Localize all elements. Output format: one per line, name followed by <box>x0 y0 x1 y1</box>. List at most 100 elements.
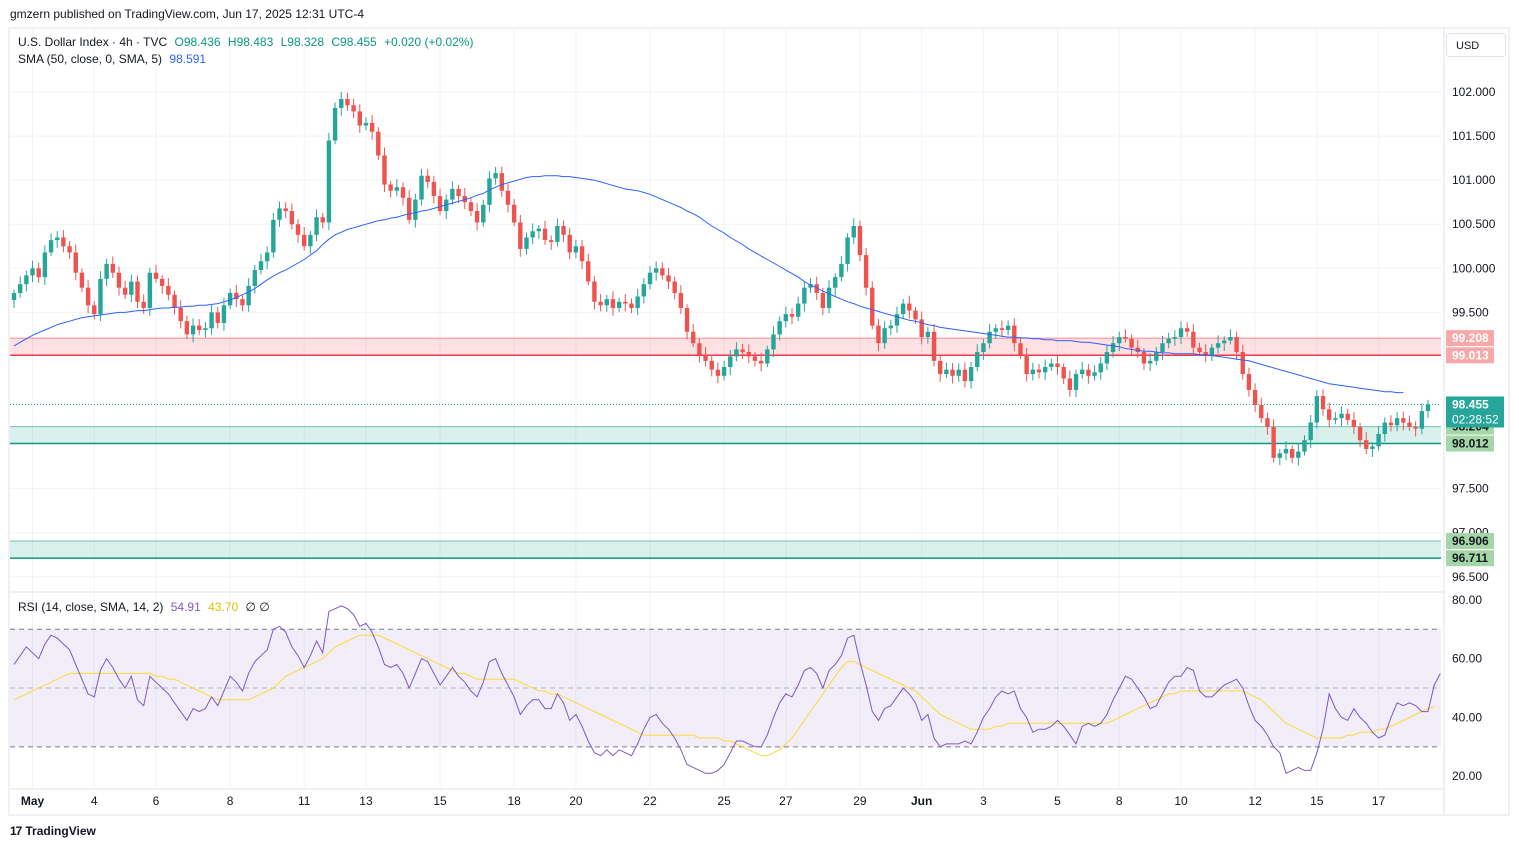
candle-body <box>425 175 430 182</box>
time-tick-label: 27 <box>779 794 793 808</box>
price-tick-label: 100.000 <box>1452 261 1496 275</box>
candle-body <box>814 284 819 293</box>
candle-body <box>85 287 91 306</box>
candle-body <box>369 122 375 132</box>
candle-body <box>721 367 727 376</box>
candle-body <box>1110 343 1116 353</box>
candle-body <box>159 278 165 286</box>
open-value: O98.436 <box>174 35 221 49</box>
candle-body <box>703 354 708 361</box>
candle-body <box>203 328 208 330</box>
zone-support <box>10 426 1441 444</box>
candle-body <box>771 334 776 350</box>
candle-body <box>684 307 690 332</box>
candle-body <box>116 272 122 288</box>
candle-body <box>1172 337 1178 339</box>
candle-body <box>1178 328 1184 338</box>
candle-body <box>555 226 560 242</box>
candle-body <box>394 187 400 191</box>
time-tick-label: 29 <box>853 794 867 808</box>
candle-body <box>641 284 647 297</box>
time-tick-label: 11 <box>298 794 311 808</box>
time-tick-label: 17 <box>1372 794 1386 808</box>
candle-body <box>487 178 492 205</box>
candle-body <box>691 331 696 344</box>
candle-body <box>919 319 924 338</box>
candle-body <box>802 287 807 304</box>
time-tick-label: 10 <box>1174 794 1188 808</box>
candle-body <box>104 263 109 279</box>
candle-body <box>252 270 258 286</box>
candle-body <box>135 281 140 302</box>
candle-body <box>110 263 115 273</box>
price-tick-label: 100.500 <box>1452 217 1496 231</box>
candle-body <box>413 199 418 220</box>
candle-body <box>758 360 764 364</box>
candle-body <box>1407 422 1412 427</box>
time-tick-label: 13 <box>359 794 373 808</box>
currency-button[interactable]: USD <box>1446 33 1506 57</box>
candle-body <box>616 301 622 308</box>
candle-body <box>820 292 826 308</box>
candle-body <box>598 301 603 306</box>
candle-body <box>190 325 196 335</box>
candle-body <box>209 312 214 329</box>
candle-body <box>808 284 813 288</box>
change-value: +0.020 (+0.02%) <box>384 35 474 49</box>
time-tick-label: 18 <box>507 794 521 808</box>
candle-body <box>1061 367 1066 379</box>
time-tick-label: 15 <box>433 794 447 808</box>
candle-body <box>153 272 159 279</box>
time-tick-label: 20 <box>569 794 583 808</box>
candle-body <box>678 292 684 308</box>
candle-body <box>968 367 974 382</box>
candle-body <box>258 261 264 271</box>
candle-body <box>264 252 270 262</box>
candle-body <box>388 184 393 191</box>
candle-body <box>215 312 220 323</box>
candle-body <box>839 263 844 278</box>
rsi-tick-label: 60.00 <box>1452 652 1482 666</box>
candle-body <box>592 281 597 302</box>
candle-body <box>1141 352 1147 364</box>
close-value: C98.455 <box>331 35 377 49</box>
candle-body <box>1154 352 1159 361</box>
candle-body <box>1104 352 1110 364</box>
candle-body <box>351 105 356 112</box>
price-tick-label: 97.500 <box>1452 482 1489 496</box>
candle-body <box>1376 434 1381 447</box>
rsi-label[interactable]: RSI (14, close, SMA, 14, 2) <box>18 600 164 614</box>
sma-label[interactable]: SMA (50, close, 0, SMA, 5) <box>18 52 163 66</box>
candle-body <box>227 292 233 306</box>
candle-body <box>1067 378 1073 390</box>
candle-body <box>672 281 677 293</box>
symbol-label[interactable]: U.S. Dollar Index · 4h · TVC <box>18 35 168 49</box>
candle-body <box>1320 396 1326 410</box>
rsi-ma-value: 43.70 <box>208 600 239 614</box>
candle-body <box>221 305 227 323</box>
time-tick-label: 4 <box>91 794 98 808</box>
rsi-ma-line <box>13 634 1435 757</box>
last-price-tag <box>1446 396 1504 428</box>
candle-body <box>295 224 301 235</box>
price-tick-label: 99.500 <box>1452 305 1489 319</box>
candle-body <box>789 314 795 317</box>
candle-body <box>913 310 918 320</box>
candle-body <box>1049 363 1054 368</box>
candle-body <box>363 122 369 126</box>
candle-body <box>1283 448 1289 454</box>
candle-body <box>42 252 48 278</box>
candle-body <box>907 303 912 311</box>
zone-support-2 <box>10 540 1441 559</box>
brand-label: TradingView <box>25 824 96 838</box>
brand-footer[interactable]: 17 TradingView <box>10 824 96 838</box>
candle-body <box>36 268 41 278</box>
candle-body <box>765 349 770 364</box>
candle-body <box>493 173 498 179</box>
candle-body <box>1147 360 1153 364</box>
price-tick-label: 101.000 <box>1452 173 1496 187</box>
candle-body <box>709 360 714 370</box>
time-tick-label: 5 <box>1054 794 1061 808</box>
rsi-tick-label: 20.00 <box>1452 769 1482 783</box>
